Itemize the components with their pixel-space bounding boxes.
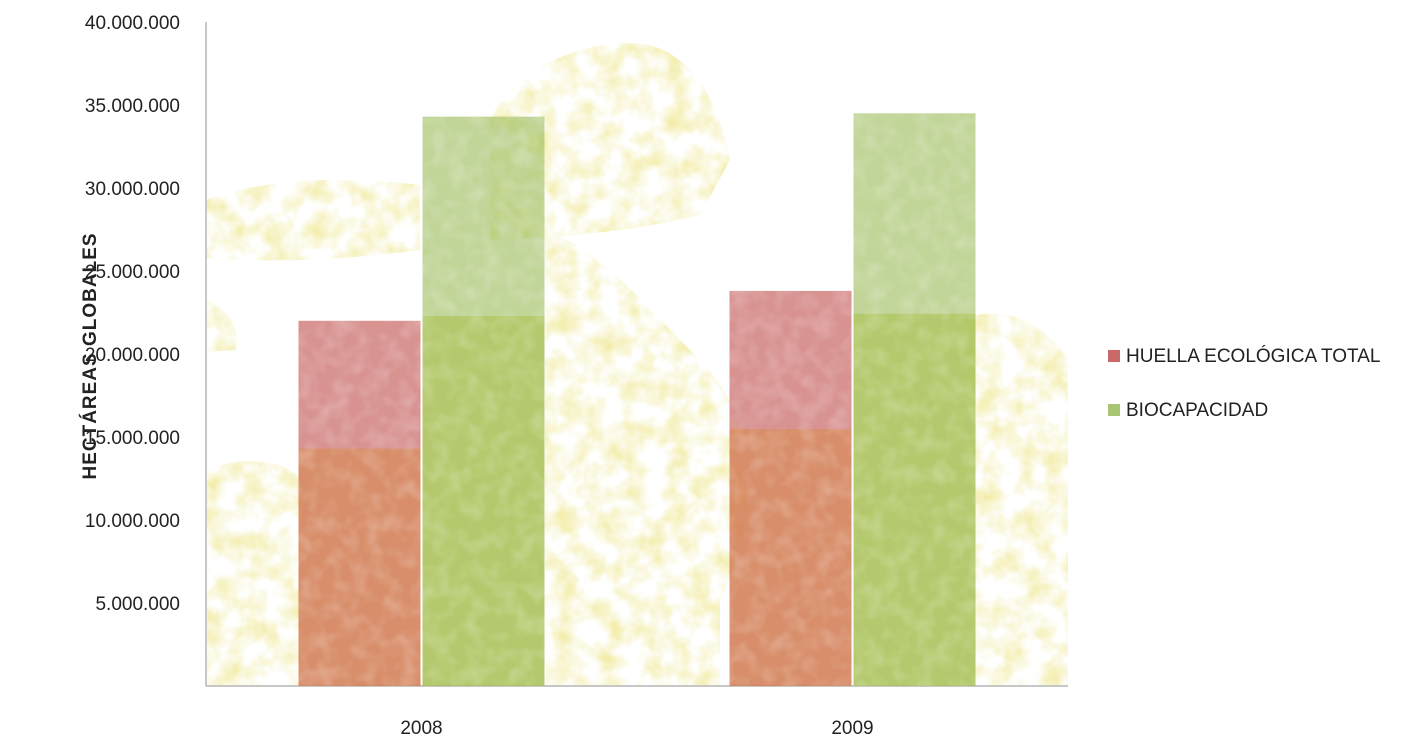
bar-texture bbox=[298, 320, 421, 686]
background-photo-texture bbox=[206, 42, 1068, 686]
legend-label: BIOCAPACIDAD bbox=[1126, 400, 1268, 421]
legend-item-huella: HUELLA ECOLÓGICA TOTAL bbox=[1108, 345, 1381, 367]
legend-label: HUELLA ECOLÓGICA TOTAL bbox=[1126, 345, 1381, 367]
legend-swatch bbox=[1108, 350, 1120, 362]
background-blob bbox=[545, 230, 748, 686]
bar-texture bbox=[729, 290, 852, 686]
bar-biocapacidad-2009 bbox=[853, 113, 976, 687]
y-tick-label: 5.000.000 bbox=[95, 594, 180, 615]
y-tick-label: 20.000.000 bbox=[85, 345, 180, 366]
x-tick-labels: 2008 2009 bbox=[400, 718, 873, 739]
y-tick-label: 15.000.000 bbox=[85, 428, 180, 449]
legend: HUELLA ECOLÓGICA TOTAL BIOCAPACIDAD bbox=[1108, 345, 1381, 421]
x-tick-label: 2008 bbox=[400, 718, 442, 739]
background-blob bbox=[206, 300, 237, 352]
y-tick-label: 35.000.000 bbox=[85, 96, 180, 117]
bar-huella-2009 bbox=[729, 290, 852, 686]
bar-biocapacidad-2008 bbox=[422, 116, 545, 687]
y-tick-label: 30.000.000 bbox=[85, 179, 180, 200]
background-blob bbox=[960, 313, 1068, 686]
background-blob bbox=[490, 42, 730, 240]
bars bbox=[298, 113, 976, 687]
y-tick-label: 10.000.000 bbox=[85, 511, 180, 532]
legend-swatch bbox=[1108, 404, 1120, 416]
x-tick-label: 2009 bbox=[831, 718, 873, 739]
background-blob bbox=[206, 461, 300, 686]
background-blob bbox=[206, 180, 420, 261]
legend-item-biocapacidad: BIOCAPACIDAD bbox=[1108, 400, 1268, 421]
y-axis-title: HECTÁREAS GLOBALES bbox=[79, 232, 101, 479]
bar-huella-2008 bbox=[298, 320, 421, 686]
bar-texture bbox=[422, 116, 545, 687]
y-tick-label: 25.000.000 bbox=[85, 262, 180, 283]
bar-texture bbox=[853, 113, 976, 687]
y-tick-labels: 5.000.000 10.000.000 15.000.000 20.000.000 2… bbox=[85, 13, 180, 615]
y-tick-label: 40.000.000 bbox=[85, 13, 180, 34]
